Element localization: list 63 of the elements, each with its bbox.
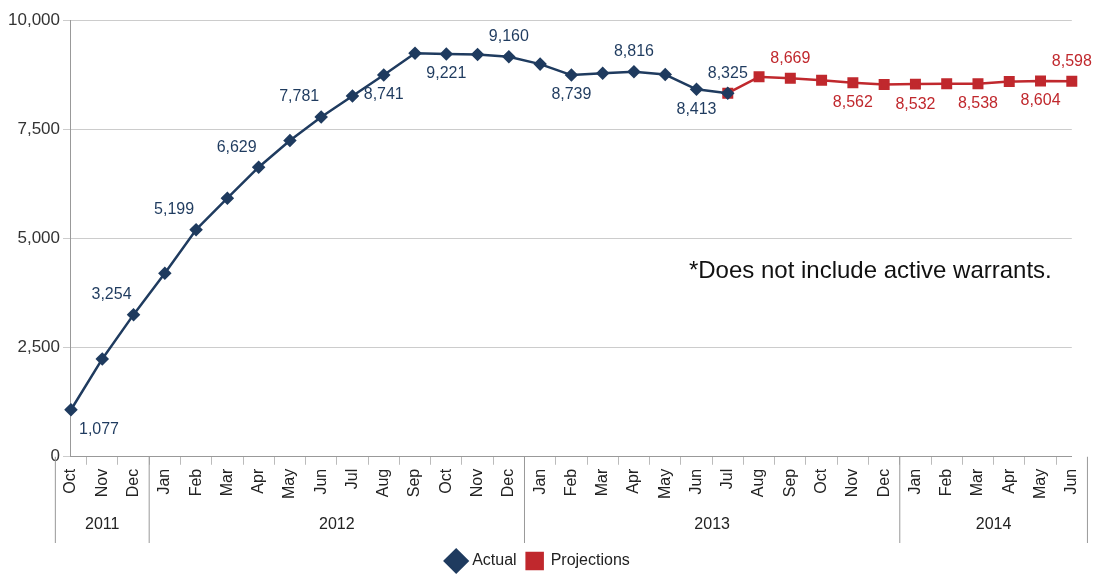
x-tick-label: Jan (155, 468, 173, 495)
x-tick-label: May (655, 468, 673, 500)
x-tick-label: May (280, 468, 298, 500)
x-tick-label: Feb (186, 468, 204, 497)
x-tick-label: Dec (874, 468, 892, 498)
x-tick-label: Oct (61, 468, 79, 494)
data-label: 1,077 (78, 420, 120, 438)
data-label: 8,598 (1051, 51, 1092, 69)
x-tick-label: Oct (436, 468, 454, 494)
y-tick-label: 7,500 (17, 118, 60, 138)
x-tick-label: Mar (968, 468, 986, 497)
data-label: 8,532 (895, 94, 936, 112)
legend-label: Projections (550, 551, 630, 569)
text: 2013 (694, 515, 731, 533)
y-tick-label: 0 (50, 446, 60, 466)
data-label: 8,604 (1020, 91, 1061, 109)
x-tick-label: Aug (374, 468, 392, 498)
x-tick-label: Aug (749, 468, 767, 498)
text: 2014 (975, 515, 1012, 533)
x-tick-label: Mar (593, 468, 611, 497)
data-label: 5,199 (154, 200, 195, 218)
x-tick-label: Dec (499, 468, 517, 498)
x-tick-label: Jul (342, 468, 360, 490)
data-label: 7,781 (279, 87, 320, 105)
x-tick-label: Jan (530, 468, 548, 495)
x-tick-label: Jul (718, 468, 736, 490)
legend-label: Actual (472, 551, 517, 569)
x-tick-label: Apr (249, 468, 267, 494)
x-tick-label: Apr (999, 468, 1017, 494)
data-label: 8,741 (363, 85, 404, 103)
x-tick-label: Jan (905, 468, 923, 495)
data-label: 9,221 (426, 64, 467, 82)
x-tick-label: May (1030, 468, 1048, 500)
data-label: 9,160 (488, 27, 529, 45)
x-tick-label: Oct (812, 468, 830, 494)
x-tick-label: Nov (843, 468, 861, 498)
x-tick-label: Mar (217, 468, 235, 497)
data-label: 8,413 (676, 99, 717, 117)
x-tick-label: Apr (624, 468, 642, 494)
x-tick-label: Feb (937, 468, 955, 497)
x-tick-label: Nov (92, 468, 110, 498)
x-tick-label: Jun (311, 468, 329, 495)
y-tick-label: 2,500 (17, 337, 60, 357)
text: 2012 (319, 515, 355, 533)
data-label: 8,739 (551, 85, 592, 103)
data-label: 8,816 (613, 42, 655, 60)
data-label: 6,629 (216, 137, 257, 155)
annotation: *Does not include active warrants. (688, 255, 1052, 283)
data-label: 8,538 (957, 94, 999, 112)
y-tick-label: 5,000 (17, 228, 60, 248)
y-tick-label: 10,000 (8, 9, 60, 29)
text: 2011 (85, 515, 120, 533)
x-tick-label: Nov (467, 468, 485, 498)
data-label: 8,562 (832, 93, 873, 111)
x-tick-label: Feb (561, 468, 579, 497)
x-tick-label: Sep (780, 468, 798, 498)
data-label: 8,325 (707, 63, 748, 81)
data-label: 3,254 (91, 285, 132, 303)
x-tick-label: Dec (123, 468, 141, 498)
x-tick-label: Jun (686, 468, 704, 495)
x-tick-label: Jun (1062, 468, 1080, 495)
data-label: 8,669 (770, 48, 811, 66)
x-tick-label: Sep (405, 468, 423, 498)
